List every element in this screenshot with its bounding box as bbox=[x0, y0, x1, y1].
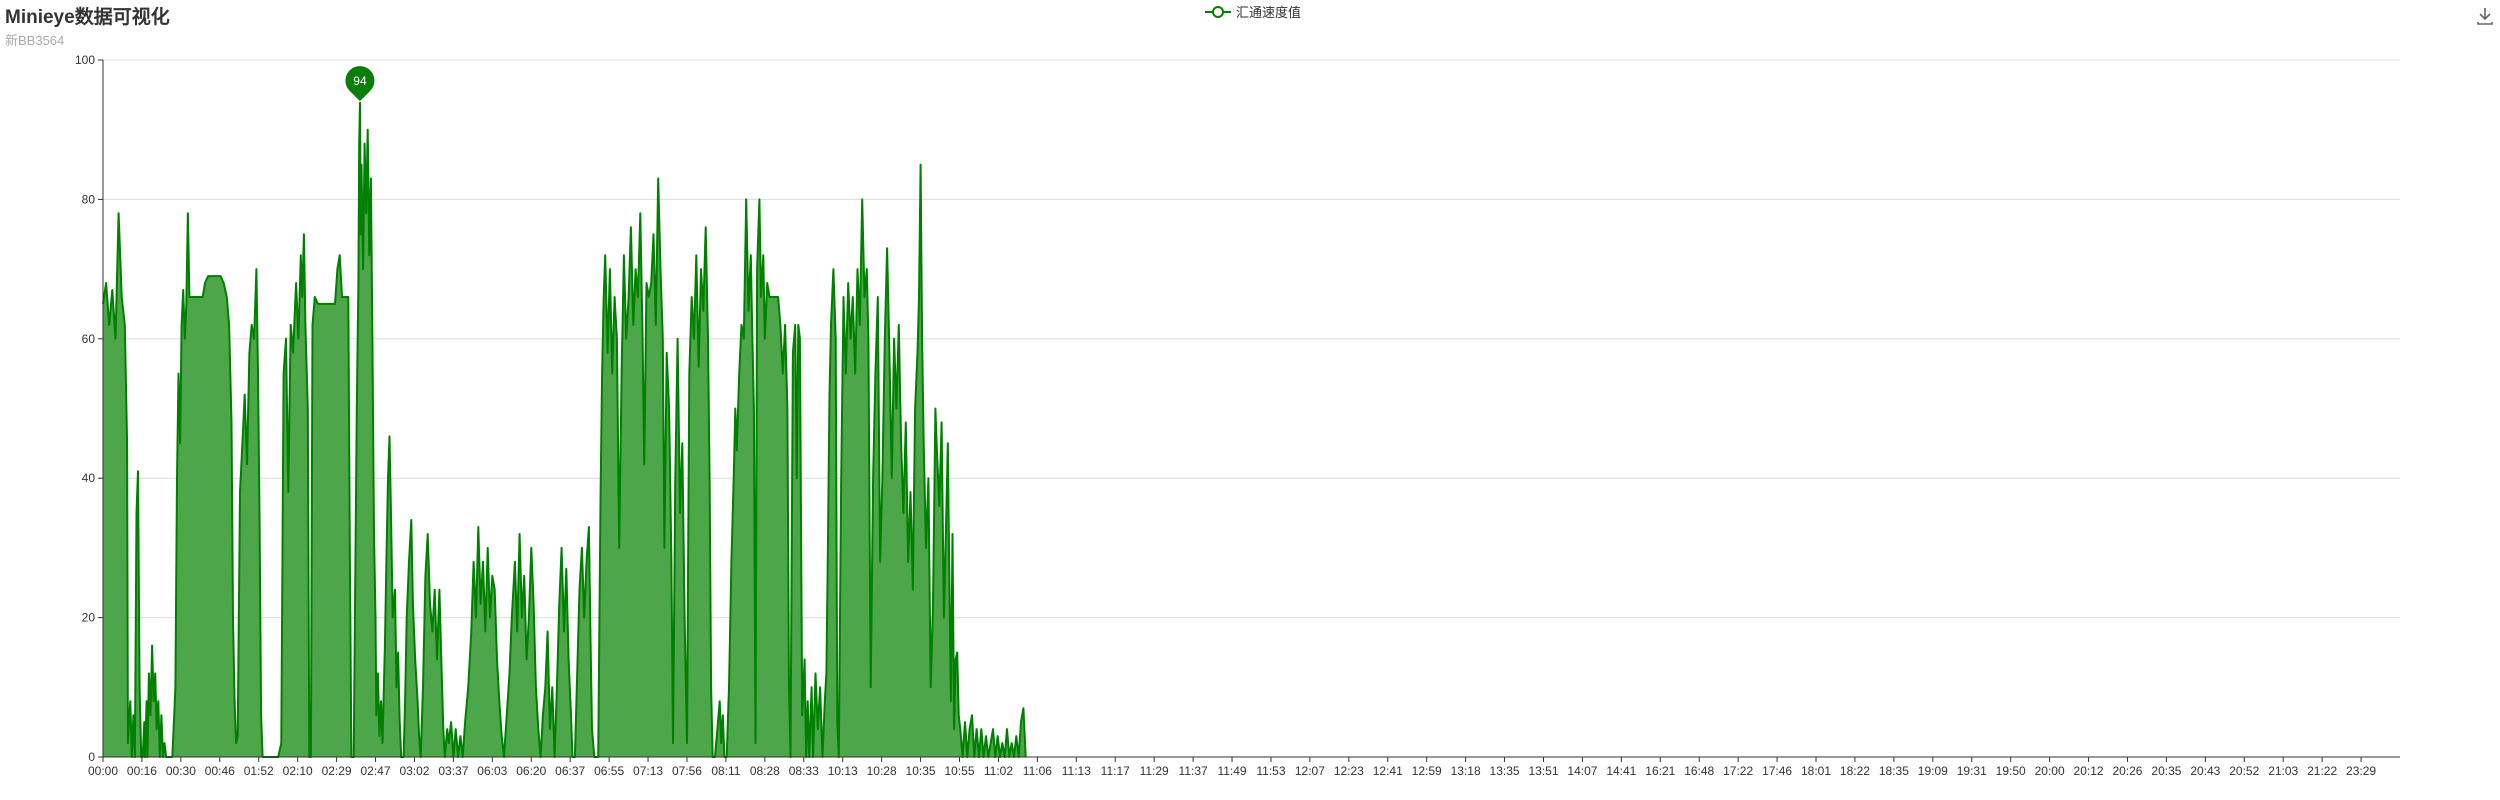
x-tick-label: 00:46 bbox=[205, 764, 235, 778]
series-line[interactable] bbox=[102, 100, 1027, 758]
max-marker-pin[interactable] bbox=[344, 65, 376, 103]
x-tick-label: 11:13 bbox=[1062, 764, 1091, 778]
max-marker-label: 94 bbox=[353, 74, 367, 88]
x-tick-label: 18:01 bbox=[1801, 764, 1831, 778]
x-tick-label: 20:00 bbox=[2035, 764, 2065, 778]
x-tick-label: 00:00 bbox=[88, 764, 118, 778]
x-tick-label: 11:02 bbox=[984, 764, 1013, 778]
x-tick-label: 08:28 bbox=[750, 764, 780, 778]
x-tick-label: 06:03 bbox=[477, 764, 507, 778]
x-tick-label: 08:33 bbox=[789, 764, 819, 778]
x-tick-label: 18:22 bbox=[1840, 764, 1870, 778]
x-tick-label: 03:37 bbox=[438, 764, 468, 778]
x-tick-label: 00:30 bbox=[166, 764, 196, 778]
x-tick-label: 13:18 bbox=[1451, 764, 1481, 778]
x-tick-label: 21:03 bbox=[2268, 764, 2298, 778]
x-tick-label: 11:49 bbox=[1217, 764, 1246, 778]
x-tick-label: 13:35 bbox=[1490, 764, 1520, 778]
x-tick-label: 20:52 bbox=[2229, 764, 2259, 778]
page-title: Minieye数据可视化 bbox=[5, 7, 170, 28]
x-tick-label: 18:35 bbox=[1879, 764, 1909, 778]
x-tick-label: 06:55 bbox=[594, 764, 624, 778]
x-tick-label: 10:28 bbox=[867, 764, 897, 778]
y-tick-label: 100 bbox=[75, 53, 95, 67]
x-tick-label: 12:59 bbox=[1412, 764, 1442, 778]
series-area-fill bbox=[103, 101, 1026, 758]
x-tick-label: 08:11 bbox=[711, 764, 740, 778]
x-tick-label: 06:37 bbox=[555, 764, 585, 778]
x-tick-label: 20:35 bbox=[2151, 764, 2181, 778]
max-marker: 94 bbox=[344, 65, 376, 103]
x-tick-label: 12:07 bbox=[1295, 764, 1325, 778]
grid-lines bbox=[103, 59, 2400, 619]
legend-item-speed[interactable]: 汇通速度值 bbox=[1205, 2, 1301, 21]
x-tick-label: 00:16 bbox=[127, 764, 157, 778]
x-tick-label: 10:35 bbox=[906, 764, 936, 778]
x-tick-label: 21:22 bbox=[2307, 764, 2337, 778]
x-tick-label: 17:46 bbox=[1762, 764, 1792, 778]
x-tick-label: 03:02 bbox=[399, 764, 429, 778]
x-tick-label: 14:41 bbox=[1606, 764, 1636, 778]
x-tick-label: 20:12 bbox=[2074, 764, 2104, 778]
x-tick-label: 02:47 bbox=[361, 764, 391, 778]
y-tick-label: 20 bbox=[82, 611, 96, 625]
x-tick-label: 12:41 bbox=[1373, 764, 1403, 778]
x-tick-label: 19:50 bbox=[1996, 764, 2026, 778]
download-icon bbox=[2477, 8, 2493, 25]
legend-label: 汇通速度值 bbox=[1236, 5, 1302, 20]
x-tick-label: 11:53 bbox=[1256, 764, 1285, 778]
x-tick-label: 07:56 bbox=[672, 764, 702, 778]
x-tick-label: 17:22 bbox=[1723, 764, 1753, 778]
x-tick-label: 07:13 bbox=[633, 764, 663, 778]
axes: 0 20 40 60 80 100 00:00 00:16 00:30 00:46 01:52 02:… bbox=[75, 53, 2400, 778]
x-tick-label: 20:43 bbox=[2190, 764, 2220, 778]
x-tick-label: 12:23 bbox=[1334, 764, 1364, 778]
x-tick-label: 16:21 bbox=[1645, 764, 1675, 778]
x-tick-label: 11:37 bbox=[1179, 764, 1208, 778]
legend-line-marker-icon bbox=[1205, 5, 1231, 18]
x-tick-label: 02:10 bbox=[283, 764, 313, 778]
x-tick-label: 11:17 bbox=[1101, 764, 1130, 778]
y-tick-label: 80 bbox=[82, 192, 96, 206]
page-subtitle: 新BB3564 bbox=[5, 33, 65, 48]
series-area bbox=[102, 100, 1027, 758]
y-tick-label: 60 bbox=[82, 332, 96, 346]
y-tick-label: 40 bbox=[82, 471, 96, 485]
x-tick-label: 23:29 bbox=[2346, 764, 2376, 778]
x-tick-label: 11:29 bbox=[1140, 764, 1169, 778]
y-tick-label: 0 bbox=[88, 750, 95, 764]
x-tick-label: 06:20 bbox=[516, 764, 546, 778]
x-tick-label: 10:13 bbox=[828, 764, 858, 778]
x-tick-label: 20:26 bbox=[2112, 764, 2142, 778]
x-tick-label: 19:09 bbox=[1918, 764, 1948, 778]
x-tick-label: 01:52 bbox=[244, 764, 274, 778]
x-tick-label: 10:55 bbox=[944, 764, 974, 778]
x-tick-label: 02:29 bbox=[322, 764, 352, 778]
x-tick-label: 14:07 bbox=[1567, 764, 1597, 778]
x-tick-label: 11:06 bbox=[1023, 764, 1052, 778]
download-button[interactable] bbox=[2475, 6, 2495, 31]
x-tick-label: 13:51 bbox=[1528, 764, 1558, 778]
x-tick-label: 19:31 bbox=[1957, 764, 1987, 778]
x-tick-label: 16:48 bbox=[1684, 764, 1714, 778]
